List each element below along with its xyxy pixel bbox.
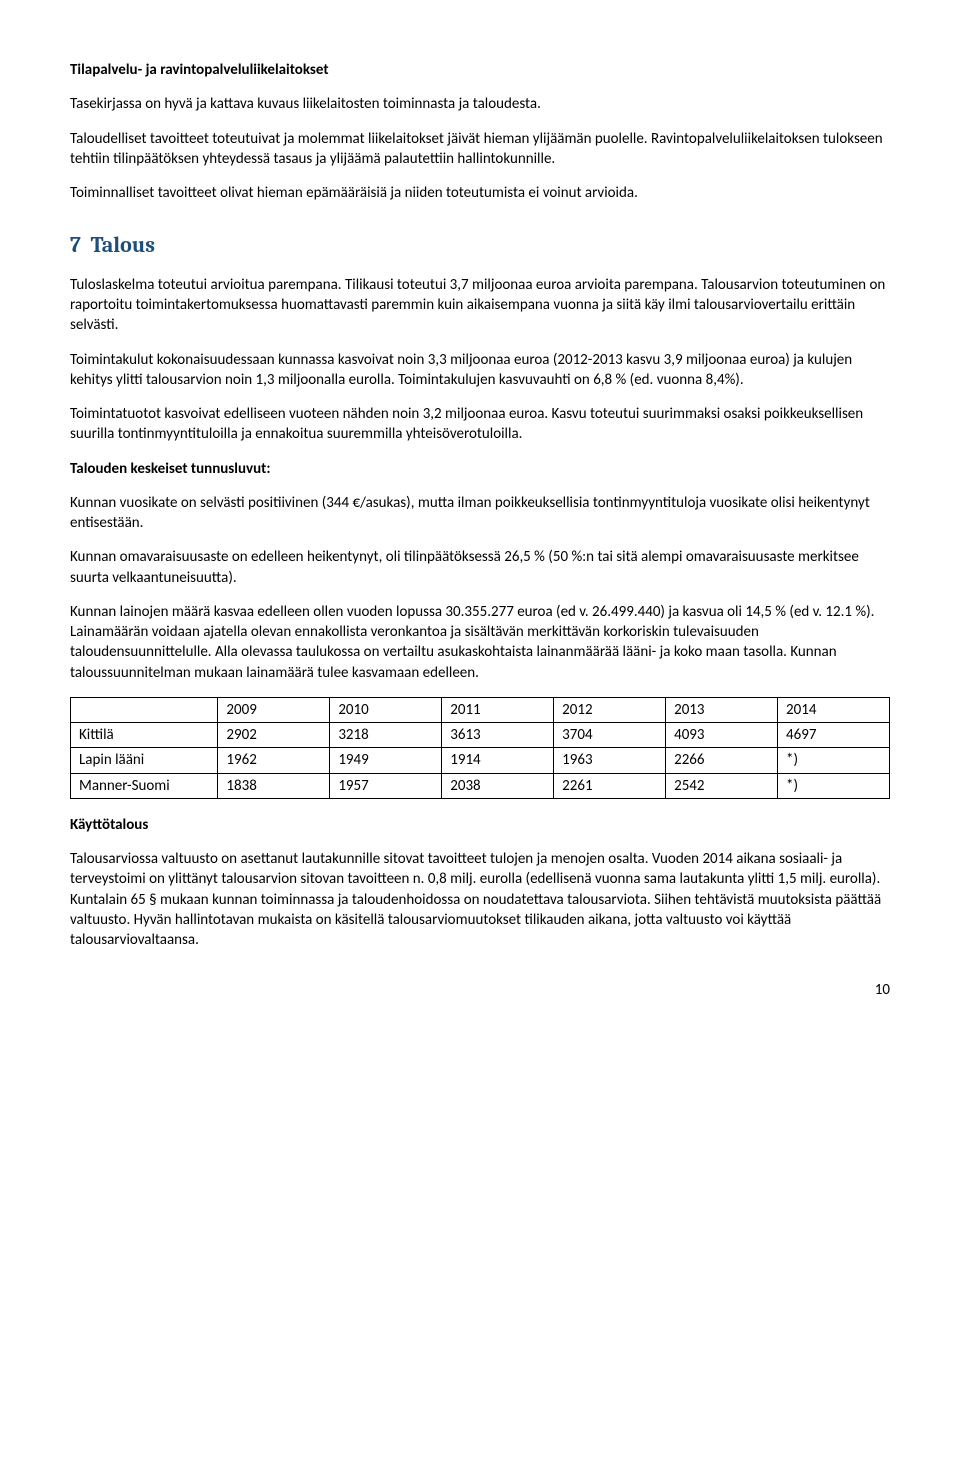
paragraph: Toiminnalliset tavoitteet olivat hieman … [70,183,890,203]
table-cell: 1838 [218,773,330,798]
table-cell: 3704 [554,723,666,748]
table-cell: *) [778,773,890,798]
paragraph: Kunnan omavaraisuusaste on edelleen heik… [70,547,890,588]
paragraph: Toimintakulut kokonaisuudessaan kunnassa… [70,350,890,391]
table-cell: Lapin lääni [71,748,218,773]
section-heading-talous: 7 Talous [70,231,890,261]
paragraph: Tuloslaskelma toteutui arvioitua parempa… [70,275,890,336]
table-cell: 2261 [554,773,666,798]
table-cell: Kittilä [71,723,218,748]
subheading-tunnusluvut: Talouden keskeiset tunnusluvut: [70,459,890,479]
section-number: 7 [70,232,81,258]
table-header-cell [71,697,218,722]
table-cell: 2038 [442,773,554,798]
table-cell: 4697 [778,723,890,748]
subheading-kayttotalous: Käyttötalous [70,815,890,835]
table-row: Manner-Suomi 1838 1957 2038 2261 2542 *) [71,773,890,798]
loan-table: 2009 2010 2011 2012 2013 2014 Kittilä 29… [70,697,890,799]
table-header-cell: 2013 [666,697,778,722]
table-cell: Manner-Suomi [71,773,218,798]
table-cell: 3613 [442,723,554,748]
table-header-cell: 2014 [778,697,890,722]
paragraph: Taloudelliset tavoitteet toteutuivat ja … [70,129,890,170]
table-cell: 3218 [330,723,442,748]
table-header-cell: 2010 [330,697,442,722]
table-cell: 2542 [666,773,778,798]
section-title: Talous [91,232,155,258]
table-header-cell: 2012 [554,697,666,722]
table-cell: *) [778,748,890,773]
table-header-row: 2009 2010 2011 2012 2013 2014 [71,697,890,722]
table-cell: 2902 [218,723,330,748]
table-row: Kittilä 2902 3218 3613 3704 4093 4697 [71,723,890,748]
paragraph: Kunnan vuosikate on selvästi positiivine… [70,493,890,534]
table-cell: 2266 [666,748,778,773]
paragraph: Toimintatuotot kasvoivat edelliseen vuot… [70,404,890,445]
table-cell: 1963 [554,748,666,773]
paragraph: Tasekirjassa on hyvä ja kattava kuvaus l… [70,94,890,114]
table-cell: 1914 [442,748,554,773]
table-header-cell: 2009 [218,697,330,722]
paragraph: Talousarviossa valtuusto on asettanut la… [70,849,890,950]
table-cell: 4093 [666,723,778,748]
table-cell: 1962 [218,748,330,773]
subheading-tilapalvelu: Tilapalvelu- ja ravintopalveluliikelaito… [70,60,890,80]
table-row: Lapin lääni 1962 1949 1914 1963 2266 *) [71,748,890,773]
table-cell: 1949 [330,748,442,773]
paragraph: Kunnan lainojen määrä kasvaa edelleen ol… [70,602,890,683]
table-header-cell: 2011 [442,697,554,722]
table-cell: 1957 [330,773,442,798]
page-number: 10 [70,980,890,1000]
